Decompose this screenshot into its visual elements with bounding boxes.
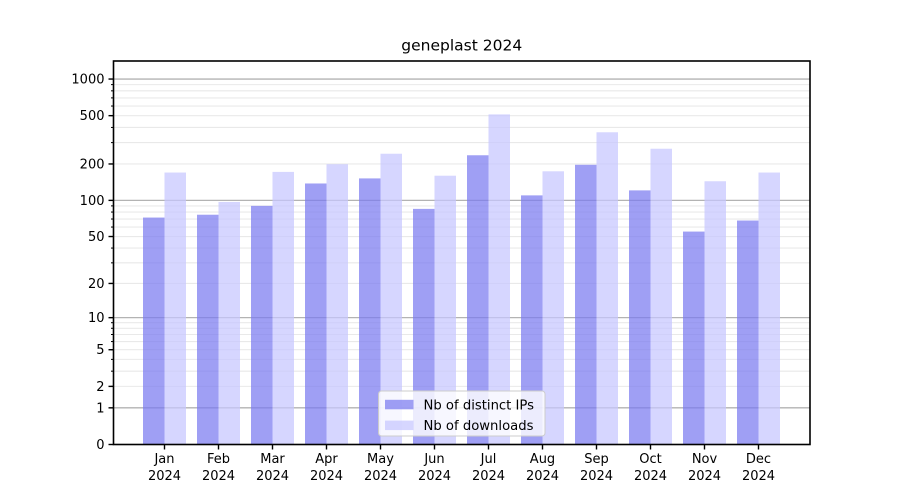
x-axis-tick-label-year: 2024 [364,469,397,484]
x-axis-tick-label-year: 2024 [256,469,289,484]
bar-distinct-ips-jan [143,217,165,445]
bar-distinct-ips-dec [737,220,759,445]
y-axis-tick-label: 1000 [71,73,104,88]
bar-distinct-ips-sep [575,164,597,445]
bar-downloads-feb [218,201,240,445]
bar-distinct-ips-aug [521,195,543,445]
x-axis-tick-label-month: Aug [530,452,555,467]
bar-downloads-jul [488,114,510,445]
bar-downloads-mar [272,171,294,445]
x-axis-tick-label-month: Sep [584,452,609,467]
y-axis-tick-label: 2 [96,380,104,395]
x-axis-tick-label-year: 2024 [418,469,451,484]
x-axis-tick-label-year: 2024 [310,469,343,484]
x-axis-tick-label-year: 2024 [148,469,181,484]
bar-downloads-may [380,153,402,445]
bar-distinct-ips-may [359,178,381,445]
bar-distinct-ips-mar [251,205,273,445]
y-axis-tick-label: 10 [88,311,105,326]
bar-downloads-sep [596,132,618,445]
x-axis-tick-label-month: Nov [692,452,718,467]
x-axis-tick-label-year: 2024 [688,469,721,484]
bar-downloads-oct [650,148,672,445]
x-axis-tick-label-month: Jul [480,452,497,467]
y-axis-tick-label: 5 [96,343,104,358]
x-axis-tick-label-year: 2024 [472,469,505,484]
legend-label-downloads: Nb of downloads [424,419,534,434]
y-axis-tick-label: 200 [80,157,105,172]
bar-downloads-aug [542,171,564,445]
bar-downloads-dec [758,172,780,445]
y-axis-tick-label: 20 [88,277,105,292]
bar-distinct-ips-oct [629,190,651,445]
bar-downloads-jan [164,172,186,445]
legend-swatch-downloads [385,420,414,431]
y-axis-tick-label: 0 [96,438,104,453]
y-axis-tick-label: 500 [80,109,105,124]
chart-title: geneplast 2024 [401,37,522,55]
y-axis-tick-label: 50 [88,230,105,245]
x-axis-tick-label-month: May [367,452,394,467]
x-axis-tick-label-year: 2024 [580,469,613,484]
bar-distinct-ips-apr [305,183,327,445]
x-axis-tick-label-month: Jan [153,452,174,467]
legend-box [378,390,546,437]
x-axis-tick-label-month: Mar [260,452,285,467]
bar-distinct-ips-feb [197,214,219,445]
x-axis-tick-label-month: Jun [423,452,444,467]
x-axis-tick-label-year: 2024 [742,469,775,484]
bar-distinct-ips-nov [683,231,705,445]
y-axis-tick-label: 100 [80,194,105,209]
y-axis-tick-label: 1 [96,401,104,416]
bar-downloads-jun [434,175,456,445]
legend-swatch-distinct-ips [385,399,414,410]
bar-downloads-nov [704,181,726,445]
bar-distinct-ips-jun [413,208,435,445]
x-axis-tick-label-month: Dec [746,452,771,467]
bar-downloads-apr [326,164,348,445]
x-axis-tick-label-year: 2024 [634,469,667,484]
x-axis-tick-label-year: 2024 [202,469,235,484]
x-axis-tick-label-month: Apr [315,452,338,467]
x-axis-tick-label-month: Oct [639,452,661,467]
plot-border [112,60,811,446]
x-axis-tick-label-year: 2024 [526,469,559,484]
bar-distinct-ips-jul [467,155,489,445]
x-axis-tick-label-month: Feb [207,452,230,467]
legend-label-distinct-ips: Nb of distinct IPs [424,398,535,413]
